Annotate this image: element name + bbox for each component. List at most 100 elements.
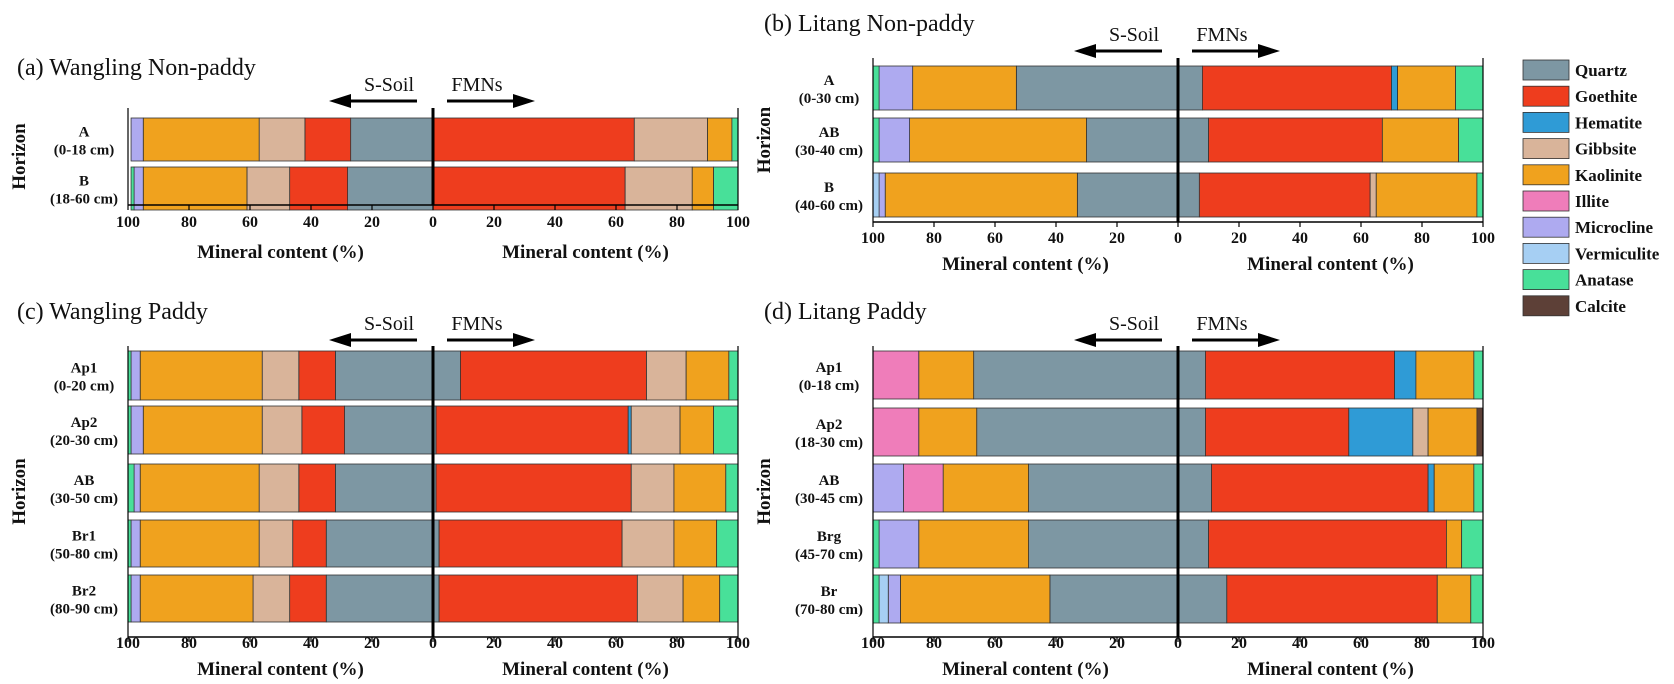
bar-segment-fmn-goethite	[432, 166, 626, 211]
bar-segment-fmn-anatase	[1473, 350, 1484, 400]
bar-segment-soil-quartz	[350, 117, 434, 162]
bar-segment-soil-quartz	[1076, 172, 1179, 218]
bar-segment-fmn-quartz	[1177, 172, 1200, 218]
arrow-right-head	[1258, 44, 1280, 58]
x-tick-label: 20	[1109, 635, 1125, 652]
x-axis-label-left: Mineral content (%)	[942, 659, 1109, 680]
bar-segment-fmn-gibbsite	[624, 166, 693, 211]
bar-segment-soil-microcline	[133, 166, 144, 211]
bar-segment-soil-anatase	[872, 519, 880, 569]
bar-segment-soil-microcline	[878, 519, 920, 569]
bar-segment-soil-illite	[903, 463, 944, 513]
bar-segment-soil-kaolinite	[142, 166, 248, 211]
x-tick-label: 60	[608, 214, 624, 231]
chart-panel-1: (a) Wangling Non-paddy S-Soil FMNs A (0-18 c…	[9, 55, 750, 263]
horizon-depth: (0-20 cm)	[54, 379, 114, 395]
x-tick-label: 20	[486, 214, 502, 231]
bar-segment-fmn-goethite	[438, 574, 638, 623]
bar-segment-fmn-anatase	[719, 574, 739, 623]
bar-row: Br1 (50-80 cm)	[50, 519, 739, 568]
bar-segment-fmn-kaolinite	[1381, 117, 1459, 163]
x-tick-label: 40	[1048, 230, 1064, 247]
bar-row: AB (30-40 cm)	[795, 117, 1484, 163]
x-tick-label: 80	[669, 214, 685, 231]
x-tick-label: 60	[242, 635, 258, 652]
bar-segment-fmn-anatase	[713, 405, 739, 455]
bar-segment-fmn-anatase	[1458, 117, 1484, 163]
x-axis-label-left: Mineral content (%)	[197, 242, 364, 263]
bar-segment-soil-kaolinite	[142, 117, 260, 162]
x-tick-label: 100	[1471, 635, 1495, 652]
bar-segment-fmn-anatase	[1470, 574, 1484, 624]
horizon-label: Ap1	[816, 360, 843, 376]
bar-row: B (18-60 cm)	[50, 166, 739, 211]
x-tick-label: 0	[1174, 230, 1182, 247]
x-tick-label: 100	[116, 635, 140, 652]
bar-segment-fmn-goethite	[1198, 172, 1371, 218]
x-tick-label: 60	[242, 214, 258, 231]
bar-segment-fmn-kaolinite	[1433, 463, 1475, 513]
bar-segment-soil-gibbsite	[261, 350, 300, 401]
panel-title: (d) Litang Paddy	[764, 299, 927, 325]
bar-segment-fmn-goethite	[1202, 65, 1392, 111]
bar-segment-soil-quartz	[347, 166, 434, 211]
horizon-label: Brg	[817, 529, 842, 545]
bar-segment-soil-gibbsite	[258, 117, 306, 162]
arrow-left-head	[1074, 44, 1096, 58]
arrow-right-head	[513, 94, 535, 108]
bar-segment-soil-kaolinite	[142, 405, 263, 455]
bar-segment-soil-goethite	[292, 519, 327, 568]
x-axis-label-right: Mineral content (%)	[1247, 659, 1414, 680]
bar-segment-fmn-gibbsite	[646, 350, 687, 401]
horizon-label: Br2	[72, 584, 96, 600]
arrow-label-s-soil: S-Soil	[1109, 313, 1159, 335]
arrow-right-head	[1258, 333, 1280, 347]
bar-segment-fmn-gibbsite	[630, 405, 681, 455]
bar-segment-soil-anatase	[127, 463, 135, 513]
legend-label: Calcite	[1575, 297, 1626, 316]
bar-segment-soil-kaolinite	[942, 463, 1029, 513]
horizon-depth: (50-80 cm)	[50, 547, 118, 563]
bar-segment-soil-goethite	[298, 463, 336, 513]
x-tick-label: 20	[364, 635, 380, 652]
arrow-label-fmns: FMNs	[451, 74, 502, 96]
x-tick-label: 60	[987, 230, 1003, 247]
bar-row: Br2 (80-90 cm)	[50, 574, 739, 623]
horizon-label: B	[824, 180, 834, 196]
legend-label: Goethite	[1575, 87, 1638, 106]
bar-segment-soil-goethite	[298, 350, 336, 401]
x-tick-label: 80	[1414, 635, 1430, 652]
bar-row: Ap2 (18-30 cm)	[795, 407, 1484, 457]
x-tick-label: 100	[861, 635, 885, 652]
panel-title: (b) Litang Non-paddy	[764, 11, 975, 37]
legend-item: Gibbsite	[1522, 138, 1637, 160]
x-tick-label: 80	[926, 230, 942, 247]
bar-row: AB (30-50 cm)	[50, 463, 739, 513]
bar-row: Ap1 (0-18 cm)	[799, 350, 1484, 400]
legend-swatch-hematite	[1522, 112, 1570, 133]
bar-segment-fmn-goethite	[460, 350, 647, 401]
arrow-left-head	[329, 94, 351, 108]
x-tick-label: 80	[1414, 230, 1430, 247]
bar-segment-fmn-anatase	[1476, 172, 1484, 218]
bar-segment-fmn-anatase	[716, 519, 739, 568]
horizon-depth: (18-30 cm)	[795, 435, 863, 451]
bar-segment-soil-quartz	[334, 463, 434, 513]
bar-segment-fmn-goethite	[438, 519, 623, 568]
bar-segment-soil-gibbsite	[246, 166, 291, 211]
bar-segment-soil-kaolinite	[139, 350, 263, 401]
x-tick-label: 60	[1353, 635, 1369, 652]
horizon-depth: (30-40 cm)	[795, 143, 863, 159]
arrow-left-head	[1074, 333, 1096, 347]
bar-segment-fmn-calcite	[1476, 407, 1484, 457]
horizon-label: B	[79, 174, 89, 190]
bar-segment-fmn-hematite	[1394, 350, 1417, 400]
panel-title: (a) Wangling Non-paddy	[17, 55, 256, 81]
bar-segment-soil-gibbsite	[261, 405, 303, 455]
x-tick-label: 0	[429, 214, 437, 231]
horizon-depth: (30-50 cm)	[50, 491, 118, 507]
bar-segment-soil-quartz	[334, 350, 434, 401]
bar-segment-soil-goethite	[289, 574, 327, 623]
bar-segment-fmn-anatase	[1455, 65, 1484, 111]
bar-segment-soil-microcline	[878, 65, 914, 111]
